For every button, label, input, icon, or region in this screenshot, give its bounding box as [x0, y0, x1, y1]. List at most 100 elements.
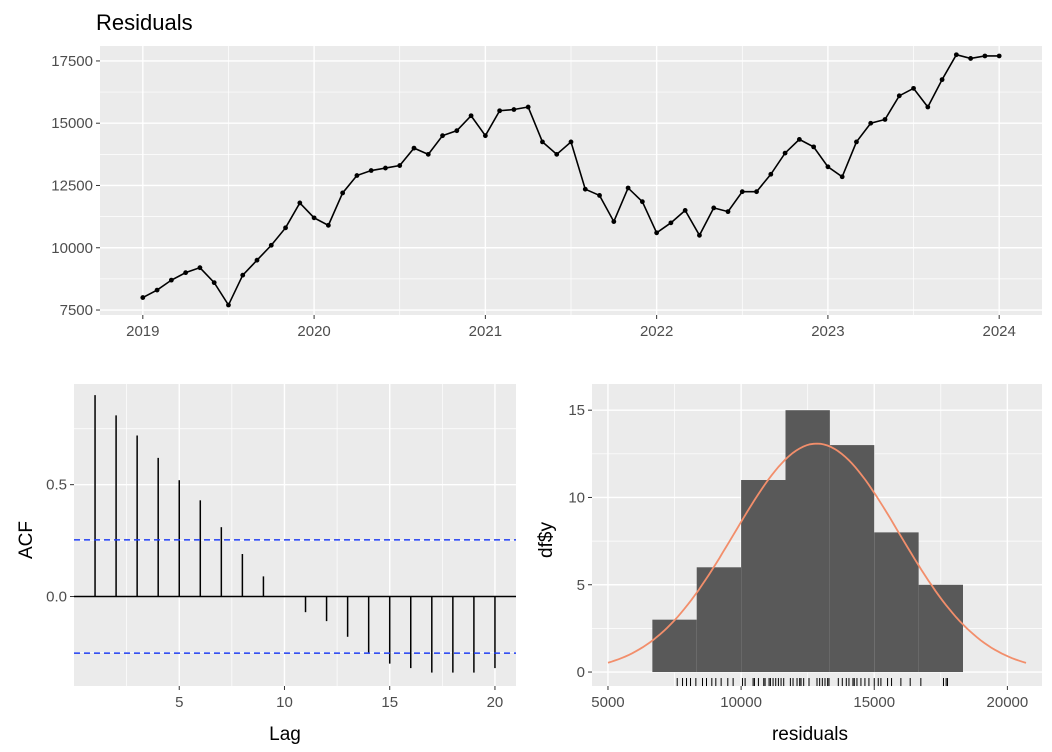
x-tick-label: 2020 [297, 323, 330, 340]
residual-point [197, 265, 203, 271]
residual-point [725, 209, 731, 215]
residual-point [939, 77, 945, 83]
x-tick-label: 10000 [720, 694, 762, 711]
histogram-bar [652, 619, 697, 673]
residual-point [839, 174, 845, 180]
residuals-plot-title: Residuals [96, 10, 193, 35]
residual-point [383, 165, 388, 171]
y-tick-label: 0 [577, 664, 585, 681]
residual-point [525, 104, 531, 110]
residual-point [568, 139, 574, 145]
residual-point [240, 272, 246, 278]
x-tick-label: 2024 [982, 323, 1015, 340]
residual-point [411, 145, 417, 151]
y-tick-label: 5 [577, 577, 585, 594]
residual-point [482, 133, 488, 139]
residual-point [682, 207, 688, 213]
residual-point [154, 287, 160, 293]
residual-point [739, 189, 745, 195]
residual-point [454, 128, 460, 134]
residual-point [168, 277, 174, 283]
residual-point [140, 295, 146, 300]
x-tick-label: 20 [487, 694, 504, 711]
residual-point [896, 93, 902, 99]
residual-point [497, 108, 503, 114]
residual-point [697, 232, 702, 238]
y-tick-label: 10 [568, 489, 585, 506]
residual-point [440, 133, 445, 139]
y-tick-label: 7500 [60, 302, 93, 319]
x-tick-label: 15 [381, 694, 398, 711]
acf-y-axis-title: ACF [16, 521, 37, 559]
residual-point [582, 186, 588, 192]
residual-point [468, 113, 474, 119]
residual-point [639, 199, 645, 205]
x-tick-label: 5000 [591, 694, 624, 711]
residual-point [625, 185, 631, 191]
histogram-bar [829, 445, 875, 673]
residual-point [982, 53, 988, 59]
histogram-bar [874, 532, 919, 673]
residual-point [811, 144, 817, 150]
residual-point [968, 56, 974, 61]
residual-point [911, 85, 916, 91]
y-tick-label: 0.5 [46, 477, 67, 494]
residual-point [754, 189, 759, 195]
x-tick-label: 2019 [126, 323, 159, 340]
x-tick-label: 10 [276, 694, 293, 711]
x-tick-label: 20000 [987, 694, 1029, 711]
residuals-time-series-panel: 7500 10000 12500 15000 17500 2019 2020 2021 2022… [51, 46, 1042, 340]
residual-point [226, 302, 231, 308]
residual-point [540, 139, 545, 145]
residual-point [654, 230, 660, 236]
histogram-panel: 0 5 10 15 5000 10000 15000 20000 [568, 384, 1042, 711]
residual-point [796, 137, 802, 142]
residual-point [368, 168, 374, 173]
residual-point [311, 215, 317, 221]
x-tick-label: 2021 [469, 323, 502, 340]
residual-point [397, 163, 403, 168]
residual-point [283, 225, 288, 231]
residual-point [782, 150, 788, 156]
x-tick-label: 2023 [811, 323, 844, 340]
residual-point [297, 200, 303, 206]
histogram-bar [785, 410, 830, 673]
histogram-bar [741, 480, 786, 673]
residual-point [854, 139, 859, 145]
residual-point [953, 52, 959, 58]
residual-point [354, 173, 360, 178]
residual-point [183, 270, 189, 276]
residual-point [882, 117, 888, 122]
residual-point [668, 220, 674, 226]
residual-point [825, 164, 831, 170]
x-tick-label: 15000 [853, 694, 895, 711]
histogram-bar [696, 567, 742, 673]
residual-point [711, 205, 717, 211]
residual-point [325, 222, 331, 228]
residual-point [254, 257, 260, 263]
residual-point [597, 193, 602, 198]
residual-point [868, 120, 874, 126]
residual-point [211, 280, 217, 286]
normal-density-curve [607, 442, 1027, 664]
residual-point [425, 151, 431, 157]
x-tick-label: 5 [175, 694, 183, 711]
histogram-y-axis-title: df$y [536, 522, 557, 558]
acf-panel: 0.0 0.5 5 10 15 20 [46, 384, 516, 711]
y-tick-label: 10000 [51, 240, 93, 257]
residual-point [340, 190, 346, 196]
residual-point [554, 151, 560, 157]
y-tick-label: 0.0 [46, 589, 67, 606]
residual-point [511, 107, 517, 112]
residual-point [611, 219, 617, 224]
acf-x-axis-title: Lag [269, 724, 301, 745]
residual-point [996, 53, 1002, 59]
y-tick-label: 12500 [51, 177, 93, 194]
plot-background [74, 384, 516, 686]
residual-point [768, 171, 774, 177]
y-tick-label: 15 [568, 402, 585, 419]
y-tick-label: 15000 [51, 115, 93, 132]
y-tick-label: 17500 [51, 53, 93, 70]
histogram-x-axis-title: residuals [772, 724, 848, 745]
